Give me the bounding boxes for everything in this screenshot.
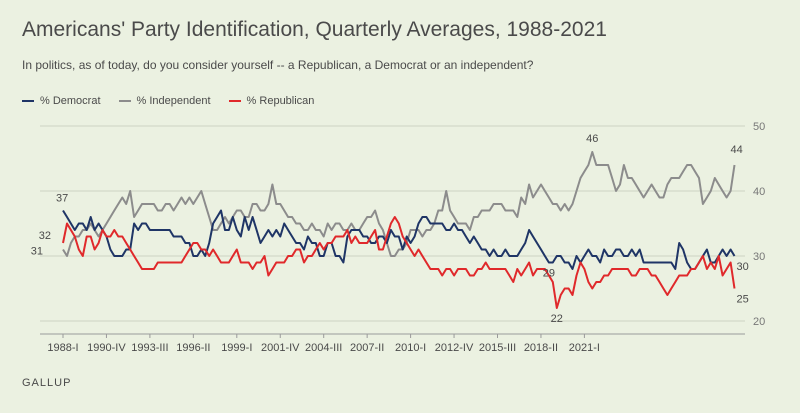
x-tick-label-11: 2018-II [524,342,558,354]
x-tick-label-3: 1996-II [176,342,210,354]
last-value-label-independent: 44 [731,144,743,156]
y-tick-label-20: 20 [753,316,765,328]
last-value-label-republican: 25 [737,294,749,306]
legend-label-independent: % Independent [136,95,211,107]
annotation-label-democrat: 29 [543,268,555,280]
x-tick-label-1: 1990-IV [87,342,126,354]
x-tick-label-2: 1993-III [131,342,168,354]
x-tick-label-7: 2007-II [350,342,384,354]
series-line-republican [62,216,736,309]
x-tick-label-9: 2012-IV [435,342,474,354]
first-value-label-republican: 32 [39,230,51,242]
legend-swatch-republican [228,100,241,102]
annotation-label-republican: 22 [551,313,563,325]
x-tick-label-10: 2015-III [479,342,516,354]
legend-label-democrat: % Democrat [40,95,101,107]
source-label: GALLUP [22,377,72,389]
chart-title: Americans' Party Identification, Quarter… [22,18,607,41]
legend-label-republican: % Republican [246,95,315,107]
legend-item-republican: % Republican [228,95,315,107]
x-tick-label-0: 1988-I [47,342,78,354]
last-value-label-democrat: 30 [737,261,749,273]
legend: % Democrat % Independent % Republican [22,95,314,107]
legend-item-independent: % Independent [118,95,211,107]
x-tick-label-8: 2010-I [395,342,426,354]
series-line-democrat [62,209,736,270]
x-tick-label-5: 2001-IV [261,342,300,354]
legend-item-democrat: % Democrat [22,95,101,107]
y-tick-label-40: 40 [753,186,765,198]
chart-subtitle: In politics, as of today, do you conside… [22,58,534,72]
first-value-label-democrat: 37 [56,193,68,205]
x-tick-label-12: 2021-I [569,342,600,354]
legend-swatch-independent [118,100,131,102]
x-tick-label-4: 1999-I [221,342,252,354]
y-tick-label-30: 30 [753,251,765,263]
y-tick-label-50: 50 [753,121,765,133]
x-tick-label-6: 2004-III [305,342,342,354]
annotation-label-independent: 46 [586,133,598,145]
series-line-independent [62,151,736,257]
first-value-label-independent: 31 [31,246,43,258]
legend-swatch-democrat [22,100,34,102]
